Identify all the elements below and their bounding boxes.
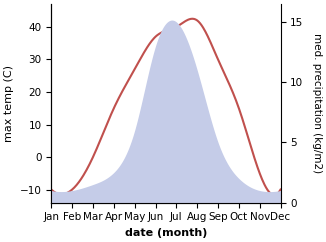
Y-axis label: med. precipitation (kg/m2): med. precipitation (kg/m2) bbox=[312, 33, 322, 174]
Y-axis label: max temp (C): max temp (C) bbox=[4, 65, 14, 142]
X-axis label: date (month): date (month) bbox=[125, 228, 207, 238]
